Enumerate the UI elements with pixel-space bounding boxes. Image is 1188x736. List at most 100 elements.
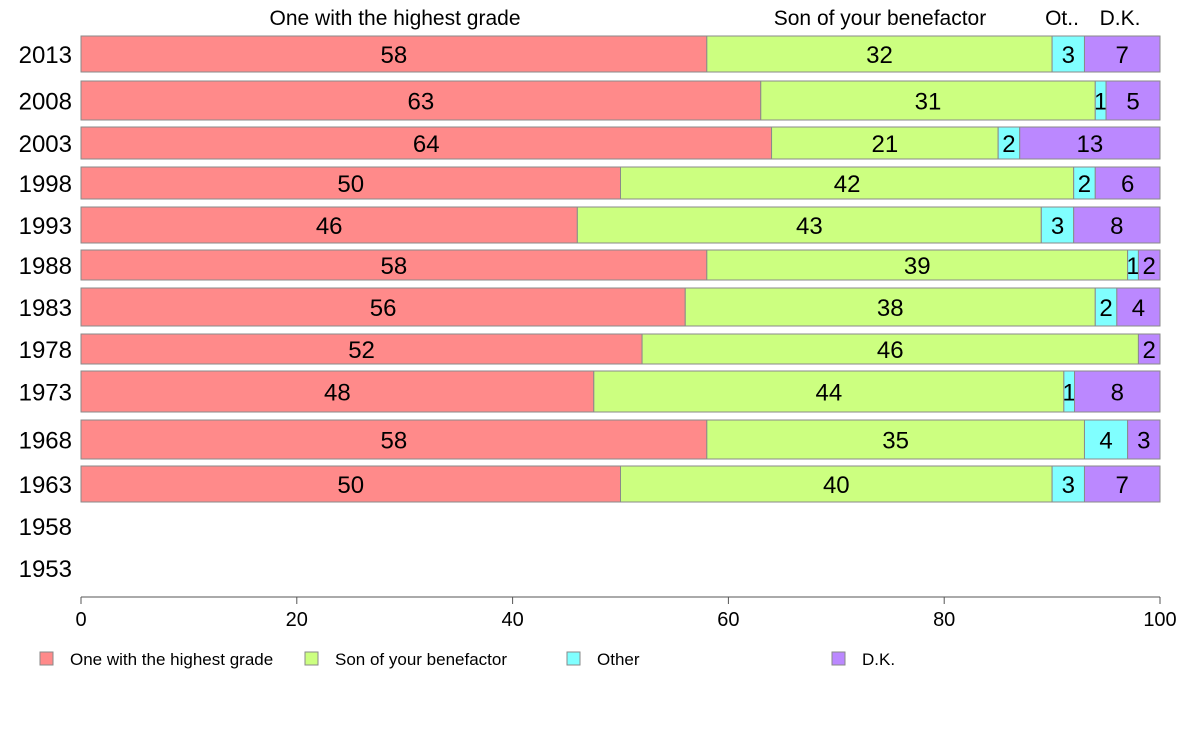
bar-1998-series-0 <box>80 166 621 200</box>
header-label-1: Son of your benefactor <box>774 7 986 30</box>
bar-2013-series-2 <box>1051 35 1085 73</box>
bar-1993-series-3 <box>1073 206 1161 244</box>
bar-row-2013: 58 32 3 7 <box>80 35 1161 73</box>
year-label-1953: 1953 <box>19 556 72 583</box>
data-label-1973-series-2: 1 <box>1063 380 1076 407</box>
bar-row-2003: 64 21 2 13 <box>80 126 1161 160</box>
bar-2008-series-3 <box>1105 80 1161 121</box>
bar-1973-series-3 <box>1074 370 1161 413</box>
bar-2008-series-0 <box>80 80 762 121</box>
bar-1963-series-0 <box>80 465 621 503</box>
bar-1978-series-3 <box>1137 333 1161 365</box>
data-label-2008-series-0: 63 <box>408 89 435 116</box>
data-label-1973-series-0: 48 <box>324 380 351 407</box>
year-label-1958: 1958 <box>19 514 72 541</box>
data-label-1993-series-1: 43 <box>796 213 823 240</box>
data-label-1978-series-3: 2 <box>1143 337 1156 364</box>
data-label-1998-series-1: 42 <box>834 171 861 198</box>
bar-1988-series-3 <box>1137 249 1161 281</box>
bar-row-1968: 58 35 4 3 <box>80 419 1161 460</box>
data-label-1963-series-0: 50 <box>337 472 364 499</box>
year-label-1983: 1983 <box>19 295 72 322</box>
data-label-1973-series-3: 8 <box>1111 380 1124 407</box>
data-label-1988-series-2: 1 <box>1126 253 1139 280</box>
data-label-2003-series-0: 64 <box>413 131 440 158</box>
data-label-1998-series-2: 2 <box>1078 171 1091 198</box>
data-label-2008-series-3: 5 <box>1126 89 1139 116</box>
bar-1983-series-1 <box>684 287 1096 327</box>
bar-1963-series-1 <box>620 465 1053 503</box>
bar-row-1988: 58 39 1 2 <box>80 249 1161 281</box>
bar-1968-series-3 <box>1127 419 1161 460</box>
bar-1993-series-2 <box>1040 206 1075 244</box>
data-label-1968-series-0: 58 <box>381 428 408 455</box>
year-label-2013: 2013 <box>19 42 72 69</box>
data-label-2003-series-3: 13 <box>1077 131 1104 158</box>
data-label-2013-series-0: 58 <box>381 42 408 69</box>
data-label-1998-series-0: 50 <box>337 171 364 198</box>
bar-1988-series-1 <box>706 249 1129 281</box>
x-tick-label-2: 40 <box>501 609 523 631</box>
bar-1993-series-0 <box>80 206 578 244</box>
bar-2008-series-1 <box>760 80 1096 121</box>
data-label-1968-series-1: 35 <box>882 428 909 455</box>
data-label-2013-series-3: 7 <box>1116 42 1129 69</box>
data-label-1983-series-1: 38 <box>877 295 904 322</box>
bar-row-1983: 56 38 2 4 <box>80 287 1161 327</box>
data-label-1988-series-1: 39 <box>904 253 931 280</box>
year-label-1963: 1963 <box>19 472 72 499</box>
bar-1963-series-2 <box>1051 465 1085 503</box>
data-label-1998-series-3: 6 <box>1121 171 1134 198</box>
year-label-2003: 2003 <box>19 131 72 158</box>
bar-2013-series-3 <box>1083 35 1161 73</box>
data-label-1973-series-1: 44 <box>815 380 842 407</box>
x-tick-label-4: 80 <box>933 609 955 631</box>
legend-label-2: Other <box>597 650 640 669</box>
data-label-1993-series-0: 46 <box>316 213 343 240</box>
year-label-1978: 1978 <box>19 337 72 364</box>
bar-row-1978: 52 46 2 <box>80 333 1161 365</box>
bar-2003-series-3 <box>1019 126 1161 160</box>
bar-row-1993: 46 43 3 8 <box>80 206 1161 244</box>
year-label-1973: 1973 <box>19 380 72 407</box>
year-label-1988: 1988 <box>19 253 72 280</box>
data-label-1993-series-2: 3 <box>1051 213 1064 240</box>
legend-label-3: D.K. <box>862 650 895 669</box>
year-label-1998: 1998 <box>19 171 72 198</box>
bar-1998-series-1 <box>620 166 1075 200</box>
header-label-2: Ot.. <box>1045 7 1079 30</box>
data-label-1978-series-0: 52 <box>348 337 375 364</box>
data-label-2003-series-2: 2 <box>1002 131 1015 158</box>
year-labels: 2013 2008 2003 1998 1993 1988 1983 1978 1973 1968… <box>19 42 72 583</box>
bar-row-1963: 50 40 3 7 <box>80 465 1161 503</box>
bar-1973-series-1 <box>593 370 1065 413</box>
legend-swatch-2 <box>566 651 581 666</box>
bar-1983-series-0 <box>80 287 686 327</box>
data-label-1963-series-1: 40 <box>823 472 850 499</box>
data-label-1968-series-2: 4 <box>1099 428 1112 455</box>
legend: One with the highest grade Son of your be… <box>39 650 895 669</box>
x-tick-label-1: 20 <box>286 609 308 631</box>
bar-1968-series-0 <box>80 419 708 460</box>
year-label-1993: 1993 <box>19 213 72 240</box>
legend-label-1: Son of your benefactor <box>335 650 507 669</box>
bar-2013-series-0 <box>80 35 708 73</box>
year-label-2008: 2008 <box>19 89 72 116</box>
legend-swatch-3 <box>831 651 846 666</box>
legend-swatch-1 <box>304 651 319 666</box>
bar-1988-series-0 <box>80 249 708 281</box>
data-label-2013-series-1: 32 <box>866 42 893 69</box>
bar-1963-series-3 <box>1083 465 1161 503</box>
data-label-2003-series-1: 21 <box>872 131 899 158</box>
year-label-1968: 1968 <box>19 428 72 455</box>
data-label-2013-series-2: 3 <box>1062 42 1075 69</box>
legend-swatch-0 <box>39 651 54 666</box>
bar-1998-series-3 <box>1094 166 1161 200</box>
data-label-2008-series-1: 31 <box>915 89 942 116</box>
legend-label-0: One with the highest grade <box>70 650 273 669</box>
bar-2003-series-1 <box>771 126 999 160</box>
bar-1973-series-0 <box>80 370 595 413</box>
x-axis: 0 20 40 60 80 100 <box>75 596 1177 631</box>
